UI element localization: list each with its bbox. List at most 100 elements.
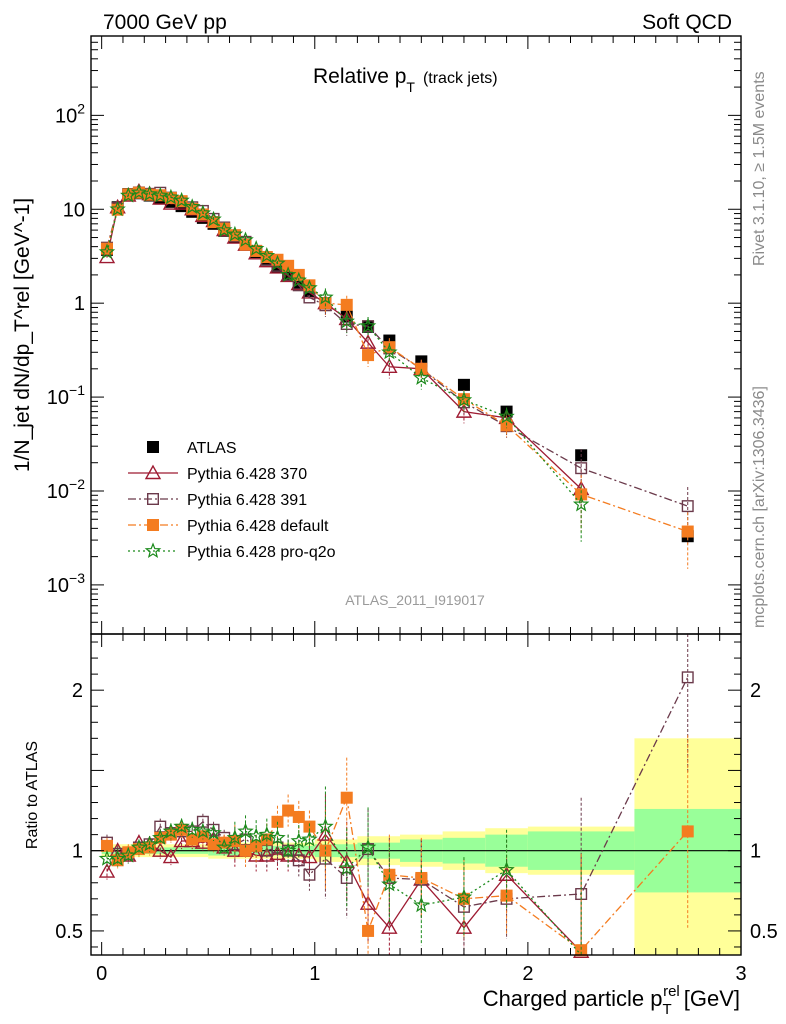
data-point [413,369,430,385]
ratio-y-tick-label-left: 0.5 [55,921,83,943]
x-axis-label: Charged particle pTrel [GeV] [483,983,740,1018]
data-point [194,822,212,839]
x-tick-label: 1 [309,963,320,985]
data-point [258,825,276,842]
svg-text:mcplots.cern.ch [arXiv:1306.34: mcplots.cern.ch [arXiv:1306.3436] [751,386,768,628]
data-point [173,191,190,208]
x-tick-labels: 0 1 2 3 [96,963,746,985]
data-point [100,242,113,255]
data-point [681,825,694,838]
ratio-frame [90,633,742,956]
data-point [109,200,126,217]
x-tick-label: 2 [522,963,533,985]
data-point [183,198,201,214]
data-point [130,838,148,855]
data-point [196,815,209,828]
data-point [98,243,116,260]
y-tick-label: 10−1 [47,382,85,409]
data-point [362,349,375,362]
data-point [303,291,316,304]
data-point [269,829,286,845]
data-point [226,829,244,845]
ratio-y-tick-label-right: 0.5 [750,921,778,943]
legend-marker [147,441,159,453]
series-line [106,190,582,490]
y-tick-label: 102 [55,100,85,127]
svg-text:1/N_jet dN/dp_T^rel [GeV^-1]: 1/N_jet dN/dp_T^rel [GeV^-1] [11,198,34,472]
header-left: 7000 GeV pp [103,11,227,34]
data-point [269,254,286,271]
data-point [162,822,180,839]
data-point [247,240,265,256]
data-point [381,358,398,374]
legend-label: ATLAS [187,440,237,457]
data-point [362,924,375,937]
data-point [152,186,169,203]
data-point [455,391,473,408]
data-point [317,288,334,305]
ratio-panel: 0.5 0.5 1 1 2 2 0 1 2 3 Ratio to ATLAS Charged p… [24,633,778,1018]
main-pythia-6-428-default [100,186,694,569]
data-point [498,407,515,424]
data-point [319,844,332,857]
data-point [162,188,180,205]
data-point [359,895,377,910]
data-point [359,317,377,334]
ratio-ticks [91,634,742,955]
data-point [173,832,190,848]
ratio-pythia-6-428-370 [98,794,590,958]
series-line [106,191,582,505]
ratio-plot-area [98,634,694,958]
ratio-pythia-6-428-pro-q2o [98,786,582,956]
legend-label: Pythia 6.428 default [187,518,329,535]
series-line [106,191,688,507]
data-point [498,861,515,877]
data-point [572,495,590,512]
data-point [183,821,201,837]
data-point [162,848,180,864]
data-point [338,312,355,329]
data-point [279,842,297,858]
data-point [301,848,318,864]
legend-marker [146,493,159,506]
data-point [207,838,220,851]
data-point [301,830,318,847]
side-label-mcplots: mcplots.cern.ch [arXiv:1306.3436] [751,386,768,628]
main-plot-area [98,182,694,569]
data-point [681,500,694,513]
data-point [340,298,353,311]
data-point [98,863,116,878]
legend: ATLAS Pythia 6.428 370 Pythia 6.428 391 Pyt… [128,440,336,561]
data-point [237,231,254,248]
ratio-y-tick-label-left: 1 [72,841,83,863]
legend-item: Pythia 6.428 default [128,518,329,535]
ratio-y-tick-label-left: 2 [72,680,83,702]
data-point [381,343,398,360]
data-point [338,859,355,876]
data-point [130,183,148,200]
y-tick-label: 1 [74,293,85,315]
data-point [205,210,222,227]
data-point [100,839,113,852]
data-point [239,844,252,857]
ratio-y-tick-label-right: 2 [750,680,761,702]
data-point [681,525,694,538]
main-y-axis-label: 1/N_jet dN/dp_T^rel [GeV^-1] [11,198,34,472]
data-point [413,896,430,913]
x-tick-label: 3 [735,963,746,985]
y-tick-label: 10−3 [47,570,85,597]
plot-title: Relative pT (track jets) [313,65,498,95]
ratio-y-axis-label: Ratio to ATLAS [24,741,41,849]
data-point [282,804,295,817]
data-point [186,833,199,846]
data-point [109,850,126,866]
y-tick-label: 10−2 [47,476,85,503]
data-point [575,462,588,475]
data-point [292,810,305,823]
data-point [290,271,307,288]
main-atlas [100,187,694,543]
legend-item: Pythia 6.428 pro-q2o [128,542,336,561]
legend-marker [147,519,159,531]
data-point [215,838,233,855]
main-y-tick-labels: 10−3 10−2 10−1 1 10 102 [47,100,85,597]
